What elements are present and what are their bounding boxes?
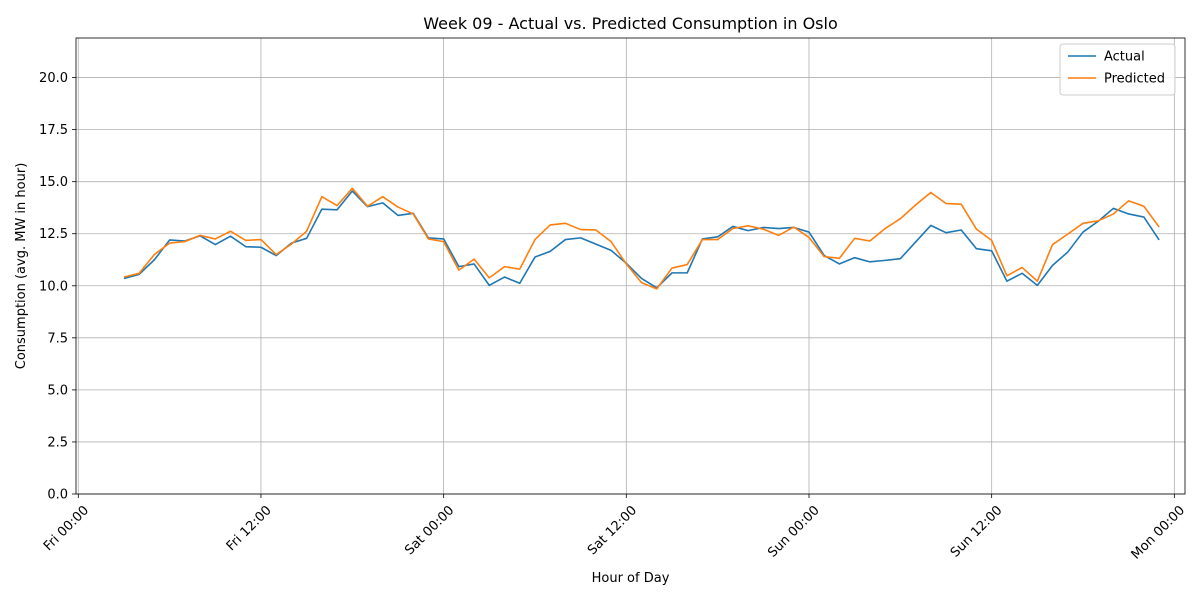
y-tick-label: 0.0	[47, 488, 68, 503]
x-tick-label: Sat 00:00	[402, 503, 457, 558]
legend: Actual Predicted	[1059, 43, 1176, 96]
x-tick-label: Fri 00:00	[41, 503, 92, 554]
series-line-predicted	[123, 187, 1160, 290]
x-axis-ticks: Fri 00:00 Fri 12:00 Sat 00:00 Sat 12:00 Sun …	[41, 494, 1188, 563]
series-line-actual	[123, 190, 1160, 289]
y-tick-label: 5.0	[47, 383, 68, 398]
x-tick-label: Fri 12:00	[224, 503, 275, 554]
x-tick-label: Mon 00:00	[1129, 503, 1188, 562]
y-axis-label: Consumption (avg. MW in hour)	[14, 163, 29, 370]
y-tick-label: 17.5	[39, 123, 68, 138]
chart-title: Week 09 - Actual vs. Predicted Consumpti…	[423, 14, 838, 33]
y-tick-label: 12.5	[39, 227, 68, 242]
series-layer	[123, 187, 1160, 290]
y-tick-label: 7.5	[47, 331, 68, 346]
legend-label: Predicted	[1104, 72, 1165, 87]
x-axis-label: Hour of Day	[592, 571, 670, 586]
plot-frame	[75, 37, 1186, 495]
axes-layer	[75, 37, 1186, 495]
legend-label: Actual	[1104, 50, 1145, 65]
grid-layer	[76, 38, 1185, 495]
x-tick-label: Sat 12:00	[585, 503, 640, 558]
y-tick-label: 10.0	[39, 279, 68, 294]
x-tick-label: Sun 12:00	[948, 503, 1006, 561]
x-tick-label: Sun 00:00	[765, 503, 823, 561]
y-tick-label: 2.5	[47, 435, 68, 450]
y-axis-ticks: 0.0 2.5 5.0 7.5 10.0 12.5 15.0 17.5 20.0	[39, 71, 76, 503]
y-tick-label: 15.0	[39, 175, 68, 190]
y-tick-label: 20.0	[39, 71, 68, 86]
